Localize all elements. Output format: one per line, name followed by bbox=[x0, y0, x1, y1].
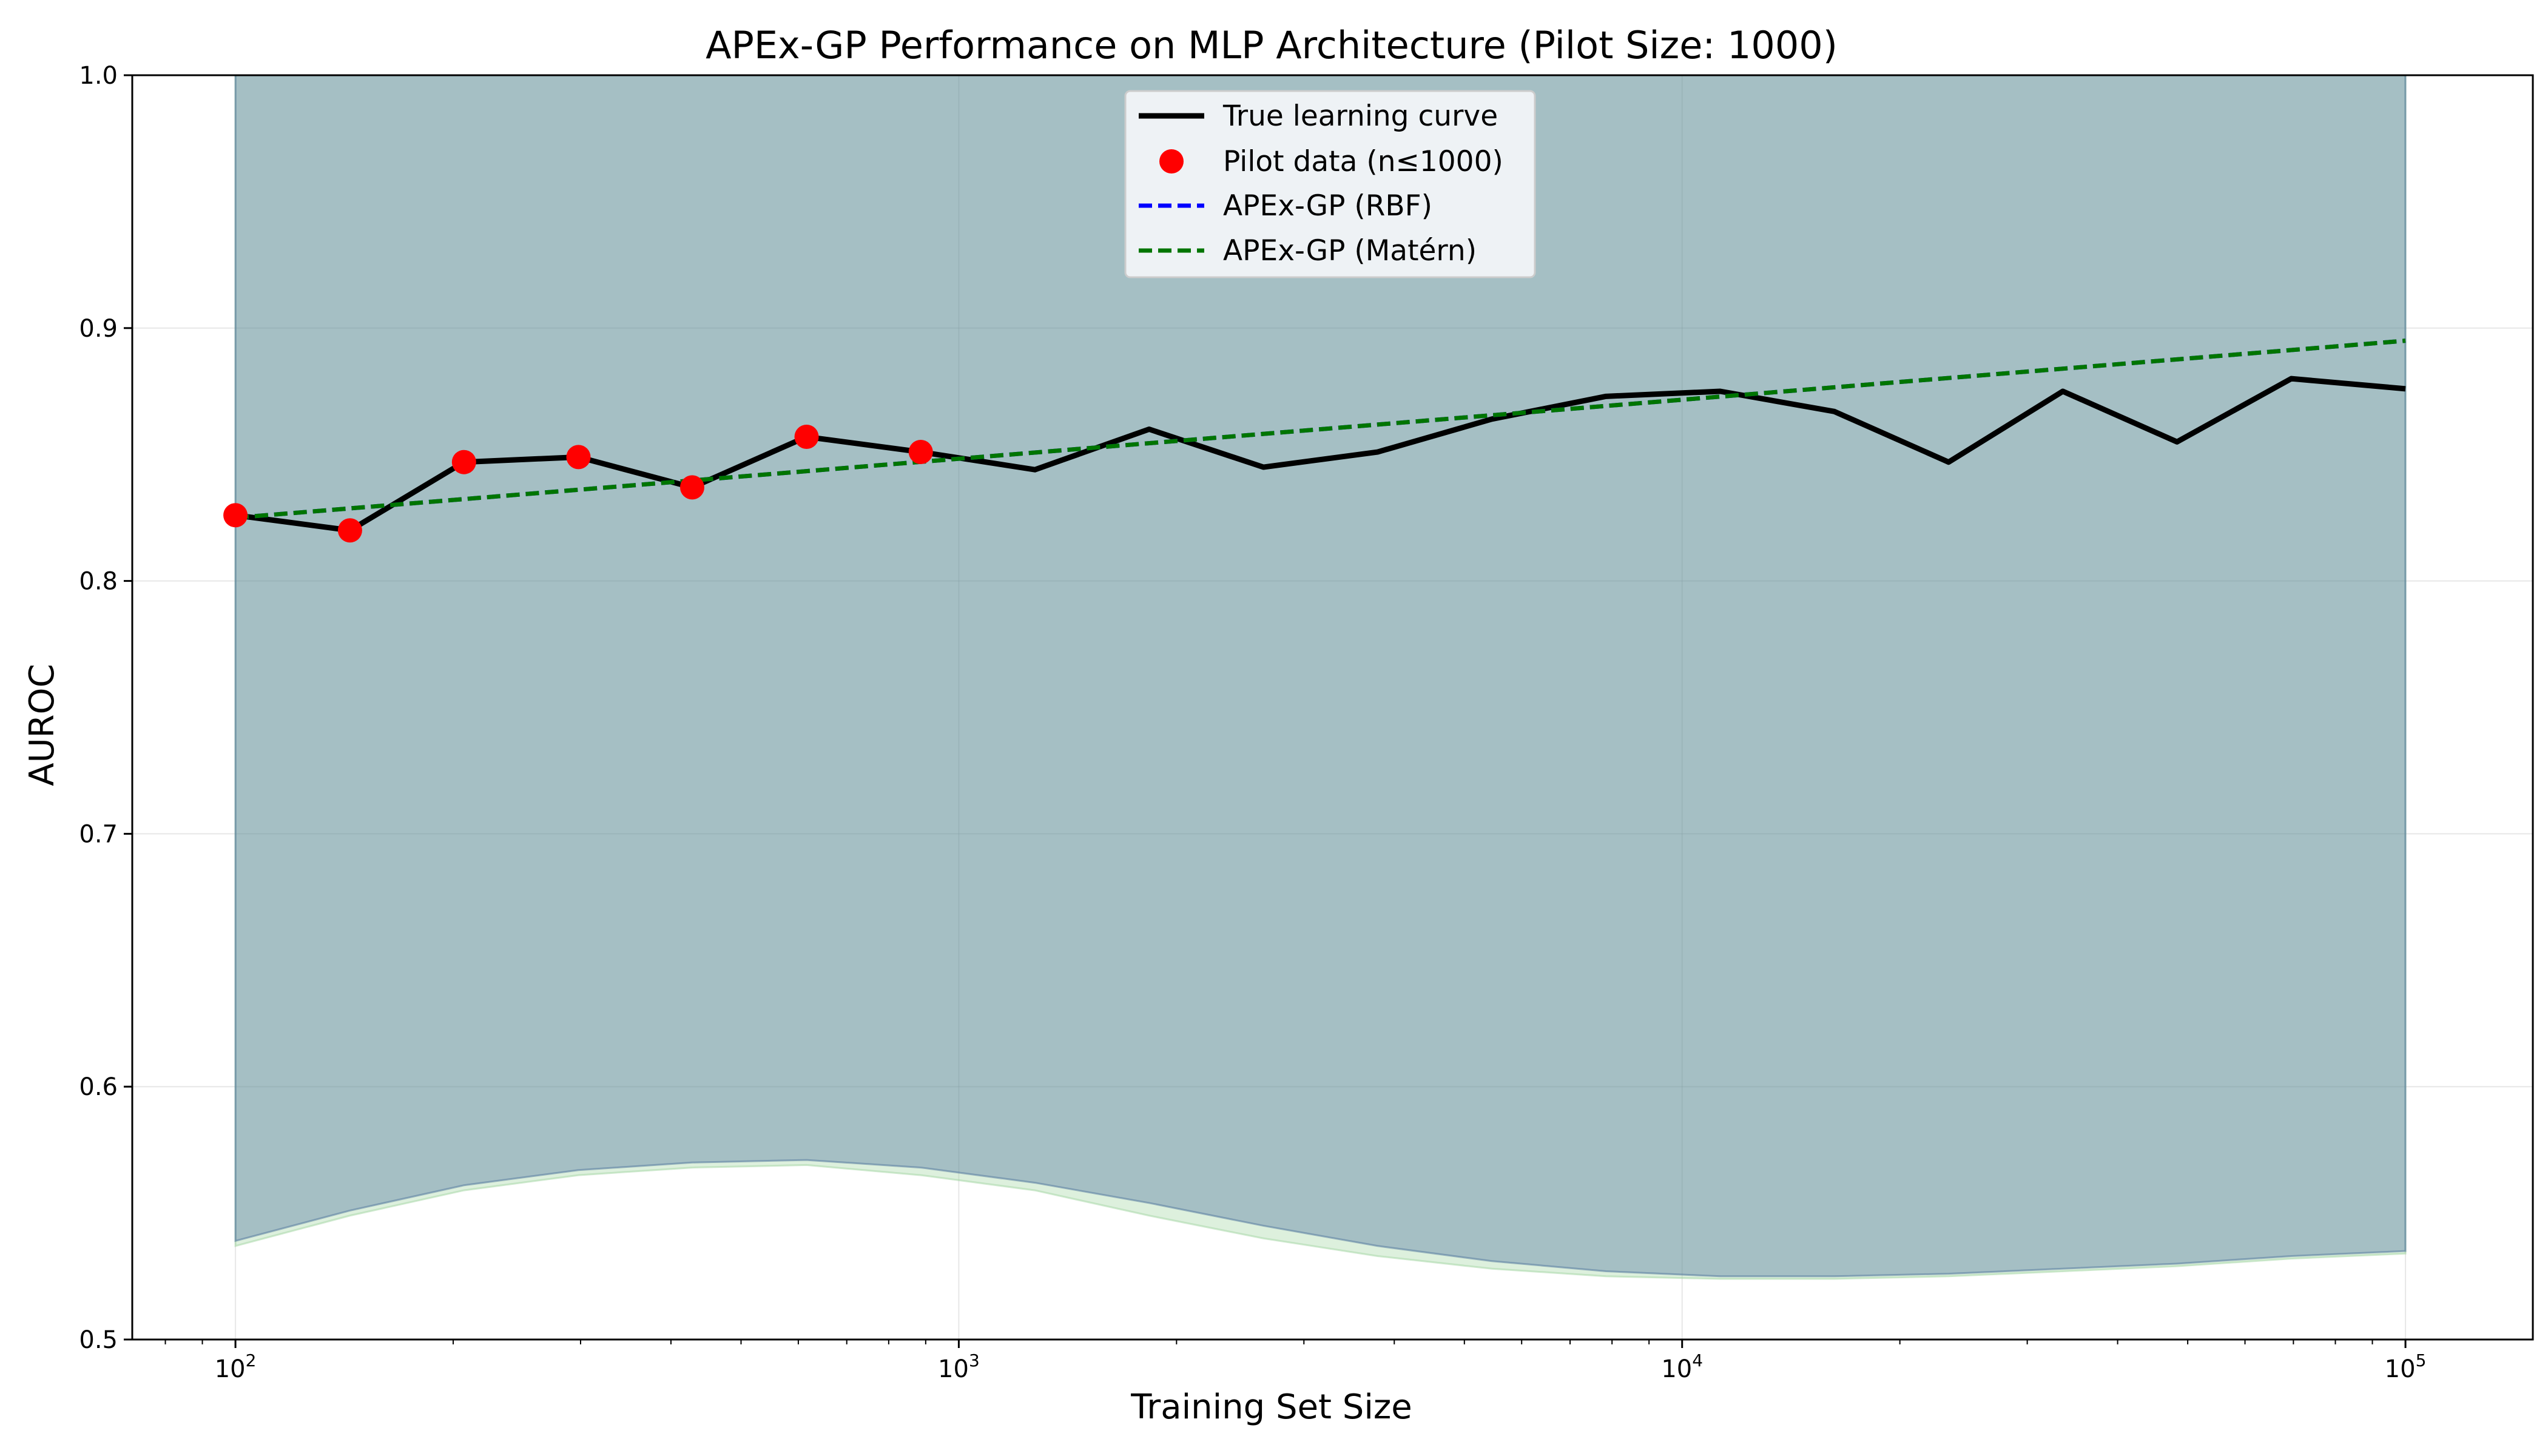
confidence-bands bbox=[234, 74, 2407, 1280]
legend: True learning curve Pilot data (n≤1000) … bbox=[1124, 90, 1536, 278]
legend-box bbox=[1124, 90, 1536, 278]
y-axis-label: AUROC bbox=[22, 664, 62, 786]
pilot-data-point bbox=[566, 445, 591, 470]
pilot-data-point bbox=[451, 450, 476, 474]
matern-uncertainty-band bbox=[234, 74, 2407, 1280]
pilot-data-point bbox=[337, 518, 362, 543]
pilot-data-point bbox=[223, 503, 248, 528]
y-tick-label: 0.9 bbox=[79, 315, 118, 343]
legend-swatch-pilot-data bbox=[1159, 149, 1184, 174]
legend-label-pilot-data: Pilot data (n≤1000) bbox=[1223, 145, 1503, 178]
y-tick-label: 0.5 bbox=[79, 1326, 118, 1354]
pilot-data-point bbox=[908, 440, 933, 465]
y-tick-label: 0.8 bbox=[79, 568, 118, 596]
true-learning-curve-line bbox=[235, 376, 2406, 533]
x-axis-label: Training Set Size bbox=[1130, 1387, 1412, 1427]
rbf-uncertainty-band bbox=[234, 74, 2407, 1278]
series-lines bbox=[235, 339, 2406, 533]
y-tick-label: 1.0 bbox=[79, 62, 118, 90]
pilot-data-point bbox=[794, 425, 819, 450]
legend-label-rbf: APEx-GP (RBF) bbox=[1223, 189, 1432, 223]
pilot-data-point bbox=[679, 475, 704, 500]
y-axis-ticks: 0.5 0.6 0.7 0.8 0.9 1.0 bbox=[79, 62, 132, 1354]
matern-prediction-line bbox=[235, 339, 2406, 520]
plot-frame bbox=[131, 74, 2534, 1341]
legend-label-matern: APEx-GP (Matérn) bbox=[1223, 234, 1477, 268]
y-tick-label: 0.7 bbox=[79, 820, 118, 848]
chart-title: APEx-GP Performance on MLP Architecture … bbox=[706, 23, 1838, 67]
y-tick-label: 0.6 bbox=[79, 1073, 118, 1101]
pilot-points bbox=[223, 425, 933, 543]
legend-label-true-curve: True learning curve bbox=[1222, 99, 1498, 133]
